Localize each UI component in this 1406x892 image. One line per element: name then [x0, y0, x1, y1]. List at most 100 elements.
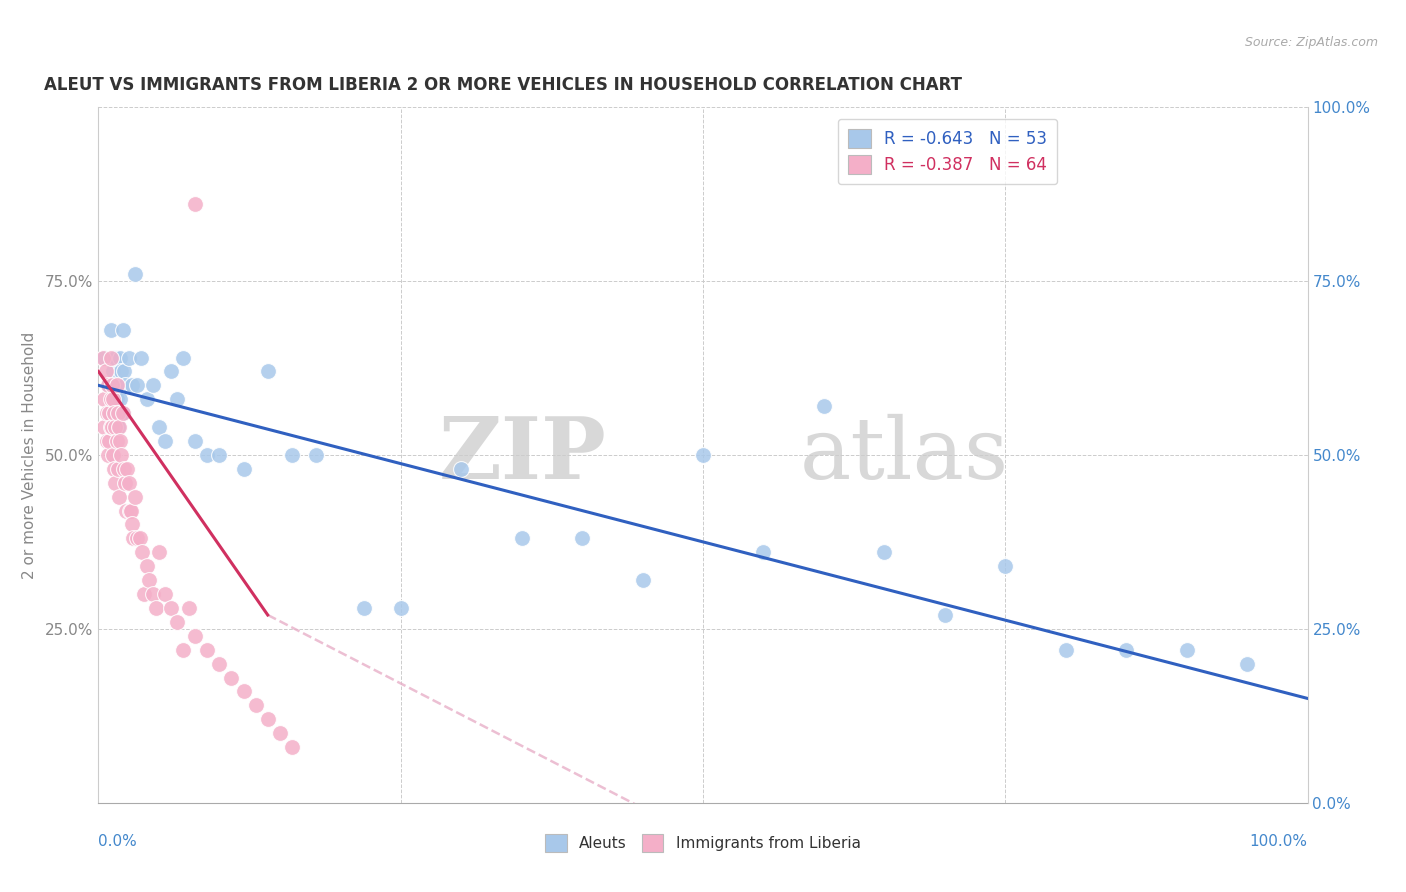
Point: [122, 532, 145, 546]
Point: [93, 420, 115, 434]
Point: [100, 351, 122, 365]
Point: [105, 434, 128, 448]
Point: [98, 406, 121, 420]
Text: ALEUT VS IMMIGRANTS FROM LIBERIA 2 OR MORE VEHICLES IN HOUSEHOLD CORRELATION CHA: ALEUT VS IMMIGRANTS FROM LIBERIA 2 OR MO…: [44, 77, 962, 95]
Point: [110, 448, 132, 462]
Point: [108, 420, 131, 434]
Point: [692, 448, 714, 462]
Point: [1115, 642, 1137, 657]
Point: [752, 545, 775, 559]
Point: [104, 351, 127, 365]
Point: [208, 448, 231, 462]
Point: [184, 629, 207, 643]
Legend: Aleuts, Immigrants from Liberia: Aleuts, Immigrants from Liberia: [540, 828, 866, 858]
Point: [100, 420, 122, 434]
Point: [281, 448, 304, 462]
Point: [97, 378, 120, 392]
Point: [1054, 642, 1077, 657]
Point: [131, 545, 153, 559]
Point: [166, 392, 188, 407]
Point: [127, 378, 149, 392]
Point: [245, 698, 267, 713]
Point: [184, 197, 207, 211]
Point: [108, 351, 131, 365]
Point: [232, 462, 254, 476]
Point: [208, 657, 231, 671]
Point: [107, 420, 129, 434]
Point: [112, 364, 135, 378]
Point: [142, 378, 165, 392]
Point: [450, 462, 472, 476]
Point: [107, 406, 129, 420]
Point: [105, 392, 128, 407]
Point: [111, 323, 134, 337]
Point: [93, 351, 115, 365]
Point: [172, 351, 194, 365]
Point: [118, 475, 141, 490]
Point: [91, 351, 114, 365]
Point: [101, 364, 124, 378]
Point: [631, 573, 654, 587]
Point: [114, 475, 136, 490]
Point: [166, 615, 188, 629]
Point: [138, 573, 160, 587]
Point: [160, 601, 183, 615]
Point: [124, 267, 146, 281]
Point: [256, 364, 278, 378]
Point: [221, 671, 243, 685]
Point: [256, 712, 278, 726]
Point: [117, 462, 139, 476]
Point: [121, 517, 143, 532]
Point: [101, 392, 124, 407]
Point: [115, 503, 138, 517]
Point: [128, 532, 150, 546]
Point: [135, 559, 157, 574]
Point: [353, 601, 375, 615]
Point: [108, 434, 131, 448]
Point: [153, 587, 176, 601]
Point: [148, 545, 170, 559]
Point: [129, 351, 152, 365]
Point: [305, 448, 328, 462]
Point: [111, 406, 134, 420]
Point: [108, 490, 131, 504]
Text: Source: ZipAtlas.com: Source: ZipAtlas.com: [1244, 36, 1378, 49]
Point: [114, 378, 136, 392]
Point: [100, 323, 122, 337]
Text: 100.0%: 100.0%: [1250, 834, 1308, 849]
Point: [103, 406, 125, 420]
Point: [104, 475, 127, 490]
Point: [100, 378, 122, 392]
Point: [571, 532, 593, 546]
Point: [93, 392, 115, 407]
Point: [148, 420, 170, 434]
Point: [145, 601, 167, 615]
Point: [103, 392, 125, 407]
Point: [97, 448, 120, 462]
Point: [120, 503, 142, 517]
Point: [172, 642, 194, 657]
Point: [510, 532, 533, 546]
Point: [110, 364, 132, 378]
Text: atlas: atlas: [800, 413, 1010, 497]
Point: [195, 448, 218, 462]
Point: [121, 378, 143, 392]
Point: [184, 434, 207, 448]
Point: [96, 434, 118, 448]
Point: [232, 684, 254, 698]
Point: [97, 378, 120, 392]
Point: [135, 392, 157, 407]
Point: [142, 587, 165, 601]
Point: [281, 740, 304, 755]
Point: [96, 406, 118, 420]
Point: [160, 364, 183, 378]
Point: [269, 726, 291, 740]
Point: [1175, 642, 1198, 657]
Point: [100, 392, 122, 407]
Point: [873, 545, 896, 559]
Point: [107, 406, 129, 420]
Point: [124, 490, 146, 504]
Point: [153, 434, 176, 448]
Point: [103, 462, 125, 476]
Point: [100, 406, 122, 420]
